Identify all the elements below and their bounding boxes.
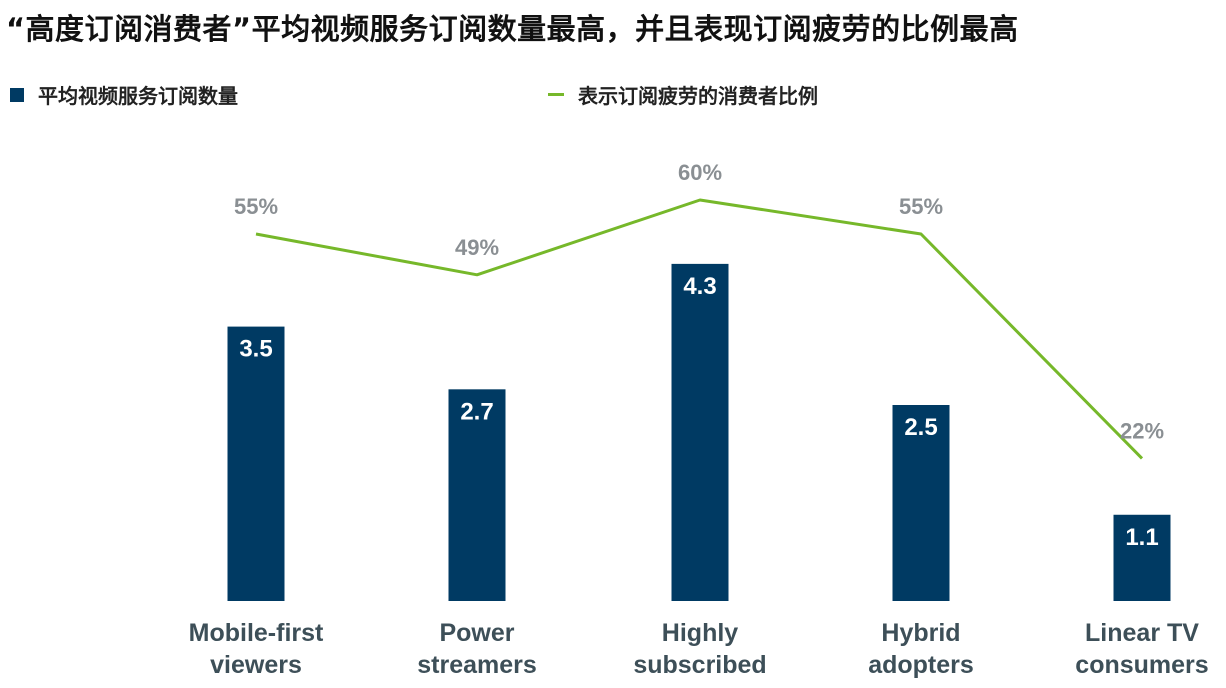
category-label: streamers (417, 651, 537, 679)
bar-value-label: 2.5 (904, 414, 937, 441)
bar-value-label: 1.1 (1125, 524, 1158, 551)
bar (448, 389, 506, 601)
legend-item-line-series: 表示订阅疲劳的消费者比例 (548, 80, 818, 109)
bar-value-label: 2.7 (460, 398, 493, 425)
category-label: consumers (1075, 651, 1208, 679)
category-label: Highly (662, 619, 738, 647)
category-label: Mobile-first (189, 619, 324, 647)
bar (1113, 514, 1171, 601)
bar-value-label: 4.3 (683, 273, 716, 300)
legend-bar-label: 平均视频服务订阅数量 (38, 84, 238, 108)
series-line (255, 198, 1144, 460)
percent-label: 22% (1120, 418, 1164, 443)
legend-bar-swatch (10, 87, 24, 102)
category-label: Power (439, 619, 514, 647)
percent-label: 55% (899, 194, 943, 219)
legend-line-swatch (548, 93, 564, 96)
legend-item-bar-series: 平均视频服务订阅数量 (10, 80, 238, 109)
bar (892, 405, 950, 601)
chart-title: “高度订阅消费者”平均视频服务订阅数量最高，并且表现订阅疲劳的比例最高 (6, 12, 1019, 46)
percent-label: 60% (678, 160, 722, 185)
legend-line-label: 表示订阅疲劳的消费者比例 (578, 84, 818, 108)
percent-label: 55% (234, 194, 278, 219)
category-label: adopters (868, 651, 974, 679)
bar (227, 326, 285, 601)
category-label: Hybrid (881, 619, 960, 647)
bar-value-label: 3.5 (239, 336, 272, 363)
category-label: Linear TV (1085, 619, 1199, 647)
bar (671, 263, 729, 601)
category-label: viewers (210, 651, 302, 679)
category-label: subscribed (633, 651, 766, 679)
percent-label: 49% (455, 235, 499, 260)
